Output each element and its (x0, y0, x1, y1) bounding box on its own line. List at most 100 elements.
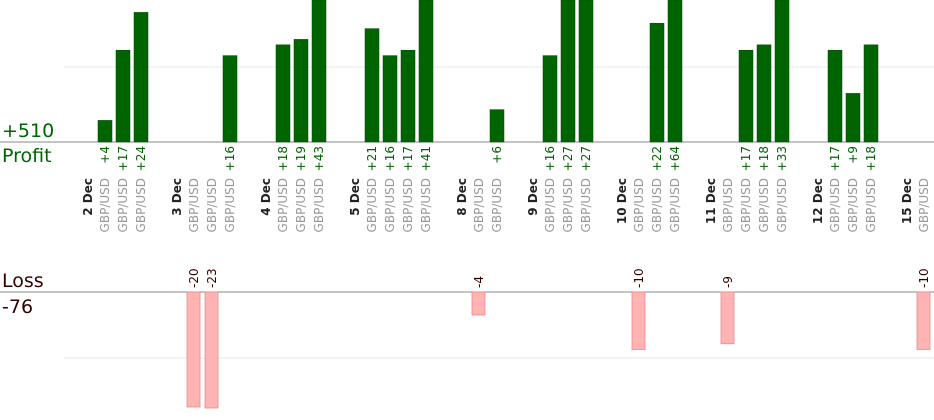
trade-value-label: +17 (739, 146, 753, 171)
date-label: 9 Dec (526, 178, 540, 216)
profit-bar (863, 44, 879, 143)
pair-label: GBP/USD (864, 178, 878, 232)
profit-bar (275, 44, 291, 143)
trade-value-label: +18 (276, 146, 290, 171)
loss-bar (631, 291, 646, 350)
trade-value-label: +16 (223, 146, 237, 171)
pair-label: GBP/USD (401, 178, 415, 232)
pair-label: GBP/USD (383, 178, 397, 232)
pair-label: GBP/USD (187, 178, 201, 232)
pair-label: GBP/USD (846, 178, 860, 232)
trade-value-label: +9 (846, 146, 860, 164)
profit-total: +510 (2, 120, 55, 142)
pair-label: GBP/USD (721, 178, 735, 232)
date-label: 15 Dec (900, 178, 914, 224)
trade-value-label: -23 (205, 268, 219, 288)
trade-value-label: +4 (98, 146, 112, 164)
pair-label: GBP/USD (632, 178, 646, 232)
trade-value-label: +18 (757, 146, 771, 171)
profit-bar (364, 28, 380, 143)
profit-bar (382, 55, 398, 143)
pair-label: GBP/USD (472, 178, 486, 232)
profit-bar (667, 0, 683, 143)
pair-label: GBP/USD (116, 178, 130, 232)
profit-bar (400, 49, 416, 143)
profit-bar (827, 49, 843, 143)
pair-label: GBP/USD (668, 178, 682, 232)
date-label: 11 Dec (704, 178, 718, 224)
profit-bar (756, 44, 772, 143)
pair-label: GBP/USD (312, 178, 326, 232)
loss-bar (916, 291, 931, 350)
trade-value-label: +18 (864, 146, 878, 171)
trade-value-label: +17 (116, 146, 130, 171)
trade-value-label: +27 (561, 146, 575, 171)
trade-value-label: +64 (668, 146, 682, 171)
trade-value-label: -10 (632, 268, 646, 288)
pair-label: GBP/USD (134, 178, 148, 232)
pair-label: GBP/USD (543, 178, 557, 232)
trade-value-label: -10 (917, 268, 931, 288)
pair-label: GBP/USD (579, 178, 593, 232)
profit-bar (845, 93, 861, 143)
trade-value-label: +16 (383, 146, 397, 171)
date-label: 4 Dec (259, 178, 273, 216)
profit-bar (649, 22, 665, 143)
trade-value-label: -4 (472, 276, 486, 288)
loss-bar (720, 291, 735, 345)
trade-value-label: +27 (579, 146, 593, 171)
date-label: 8 Dec (455, 178, 469, 216)
pair-label: GBP/USD (757, 178, 771, 232)
loss-label: Loss (2, 270, 44, 292)
profit-bar (97, 120, 113, 143)
trade-value-label: +41 (419, 146, 433, 171)
pair-label: GBP/USD (205, 178, 219, 232)
trade-value-label: +19 (294, 146, 308, 171)
trade-value-label: +21 (365, 146, 379, 171)
trade-value-label: +6 (490, 146, 504, 164)
date-label: 5 Dec (348, 178, 362, 216)
trade-value-label: +17 (828, 146, 842, 171)
pair-label: GBP/USD (650, 178, 664, 232)
profit-label: Profit (2, 145, 52, 167)
profit-bar (560, 0, 576, 143)
trade-value-label: +33 (775, 146, 789, 171)
pair-label: GBP/USD (490, 178, 504, 232)
pair-label: GBP/USD (739, 178, 753, 232)
profit-bar (222, 55, 238, 143)
pair-label: GBP/USD (365, 178, 379, 232)
pair-label: GBP/USD (294, 178, 308, 232)
pair-label: GBP/USD (828, 178, 842, 232)
trade-value-label: +22 (650, 146, 664, 171)
profit-bar (578, 0, 594, 143)
trade-value-label: +24 (134, 146, 148, 171)
trade-value-label: -9 (721, 276, 735, 288)
profit-bar (418, 0, 434, 143)
pair-label: GBP/USD (98, 178, 112, 232)
pair-label: GBP/USD (223, 178, 237, 232)
profit-bar (542, 55, 558, 143)
trade-value-label: +43 (312, 146, 326, 171)
profit-bar (774, 0, 790, 143)
loss-total: -76 (2, 296, 34, 318)
pair-label: GBP/USD (276, 178, 290, 232)
trade-value-label: +17 (401, 146, 415, 171)
profit-bar (311, 0, 327, 143)
date-label: 3 Dec (170, 178, 184, 216)
date-label: 10 Dec (615, 178, 629, 224)
profit-bar (115, 49, 131, 143)
pair-label: GBP/USD (419, 178, 433, 232)
profit-bar (489, 109, 505, 143)
trade-value-label: +16 (543, 146, 557, 171)
loss-bar (471, 291, 486, 316)
date-label: 12 Dec (811, 178, 825, 224)
loss-bar (204, 291, 219, 409)
pair-label: GBP/USD (775, 178, 789, 232)
loss-bar (186, 291, 201, 408)
pair-label: GBP/USD (561, 178, 575, 232)
profit-bar (738, 49, 754, 143)
date-label: 2 Dec (81, 178, 95, 216)
trade-value-label: -20 (187, 268, 201, 288)
pair-label: GBP/USD (917, 178, 931, 232)
